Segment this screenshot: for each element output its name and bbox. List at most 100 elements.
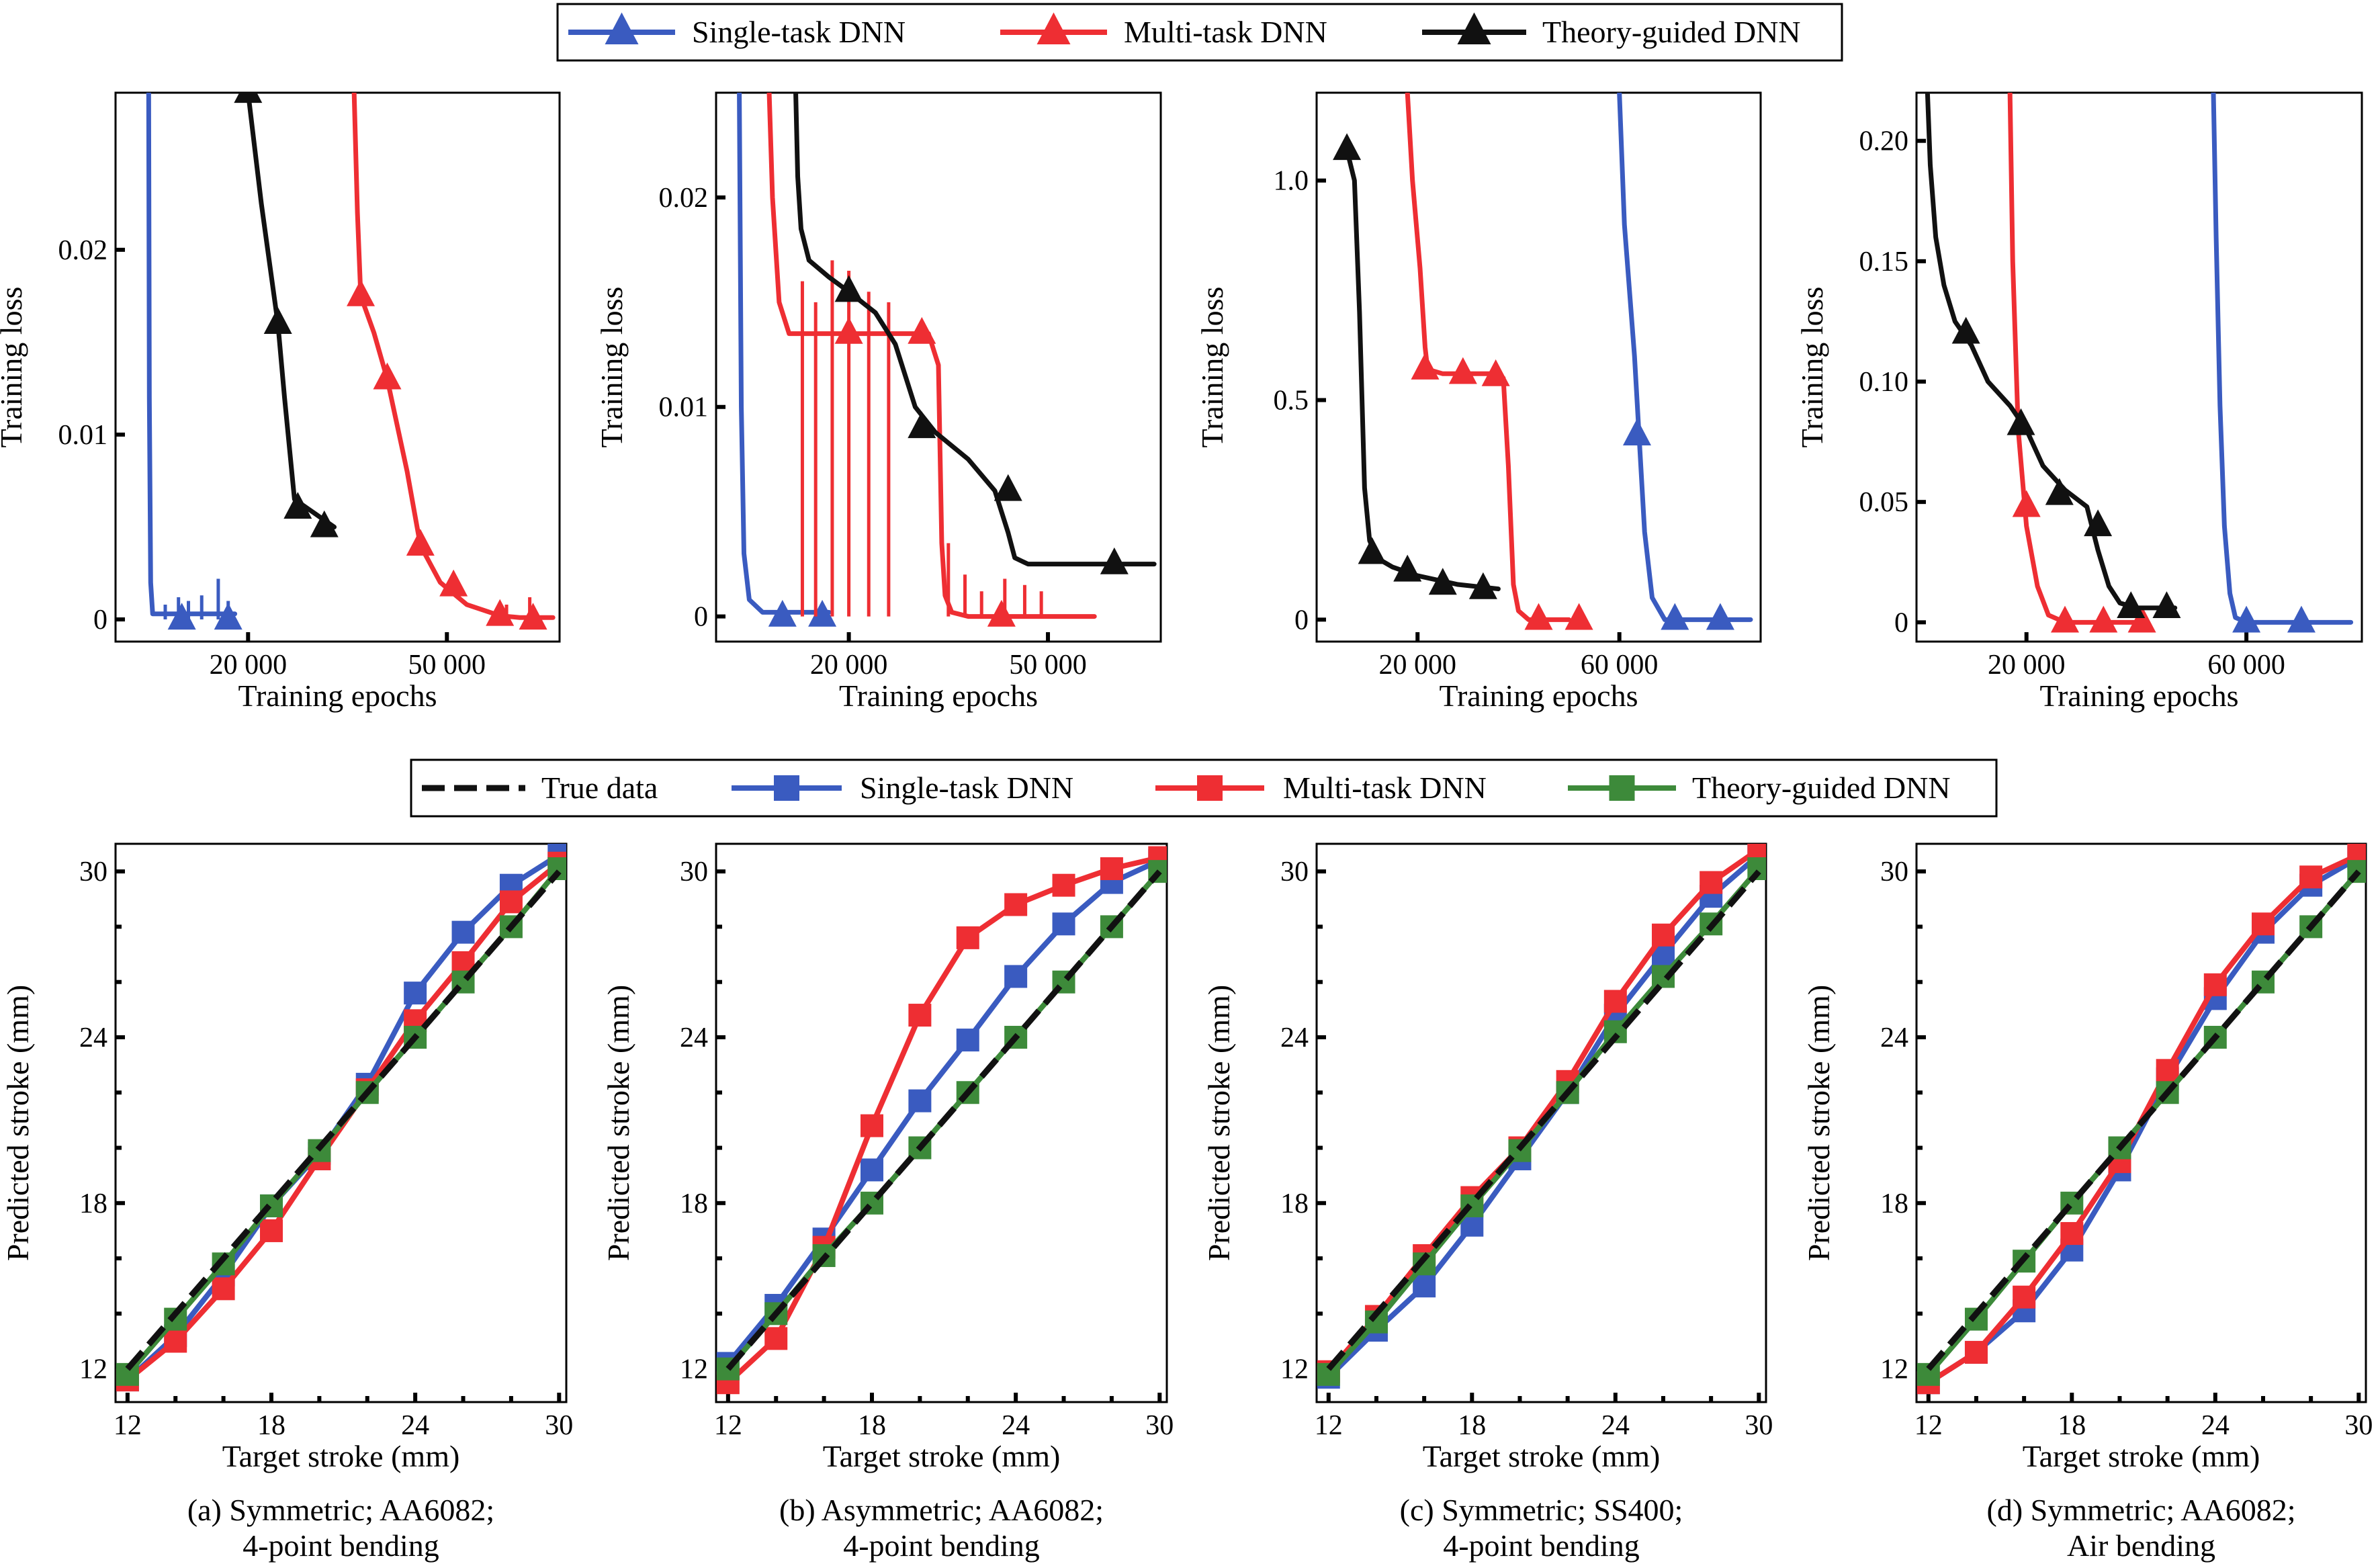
y-tick-label: 0.5: [1274, 386, 1309, 417]
series-group: [716, 846, 1167, 1395]
y-axis-label: Training loss: [0, 287, 28, 448]
data-point: [1964, 1340, 1988, 1364]
data-point: [908, 1089, 932, 1113]
captions: (a) Symmetric; AA6082;4-point bending(b)…: [187, 1493, 2296, 1563]
x-tick-label: 18: [1458, 1410, 1486, 1441]
series-group: [1317, 844, 1766, 1389]
x-tick-label: 20 000: [810, 650, 888, 681]
series-line: [2211, 93, 2354, 625]
y-axis-label: Training loss: [1195, 287, 1229, 448]
data-point: [404, 982, 427, 1005]
series-theory-guided-dnn: [1333, 133, 1501, 599]
series-line: [1326, 869, 1761, 1371]
plot-frame: [1315, 91, 1762, 643]
panel-a-bottom: 12 18 24 30 12 18 24 30 Target stroke (mm) Predic…: [1, 842, 573, 1473]
legend-label: Multi-task DNN: [1124, 15, 1327, 49]
y-tick-label: 12: [1280, 1354, 1309, 1385]
y-tick-label: 24: [79, 1023, 107, 1053]
data-point: [2152, 591, 2181, 618]
series-group: [1916, 844, 2366, 1395]
legend-marker: [1457, 12, 1491, 45]
y-tick-label: 0.01: [659, 392, 709, 423]
y-tick-label: 1.0: [1274, 166, 1309, 197]
data-point: [2045, 478, 2074, 505]
series-line: [737, 93, 832, 615]
series-line: [1925, 93, 2178, 611]
data-point: [1004, 965, 1028, 988]
data-point: [1468, 572, 1497, 599]
x-axis-label: Training epochs: [238, 679, 437, 713]
caption-a-line-2: 4-point bending: [243, 1528, 439, 1563]
legend-marker: [605, 12, 639, 45]
data-point: [2287, 605, 2316, 633]
plot-frame: [1915, 842, 2367, 1403]
data-point: [1004, 893, 1028, 916]
y-tick-label: 30: [79, 857, 107, 887]
data-point: [1052, 912, 1075, 936]
x-tick-label: 20 000: [210, 650, 288, 681]
x-tick-label: 12: [1914, 1410, 1943, 1441]
data-point: [2299, 865, 2323, 889]
data-point: [499, 890, 523, 914]
x-tick-label: 30: [1745, 1410, 1773, 1441]
series-line: [125, 869, 562, 1371]
legend-marker: [774, 775, 799, 801]
ticks: 20 000 60 000 0 0.05 0.10 0.15 0.20: [1859, 126, 2285, 681]
data-point: [1100, 857, 1123, 881]
data-point: [214, 603, 243, 630]
y-axis-label: Predicted stroke (mm): [1202, 985, 1236, 1261]
x-axis-label: Target stroke (mm): [222, 1439, 460, 1473]
data-point: [1393, 554, 1422, 582]
y-tick-label: 0.15: [1859, 247, 1909, 277]
y-tick-label: 0.02: [659, 183, 709, 214]
plot-frame: [715, 842, 1168, 1403]
y-tick-label: 12: [79, 1354, 107, 1385]
panel-c-bottom: 12 18 24 30 12 18 24 30 Target stroke (mm) Predic…: [1202, 842, 1773, 1473]
caption-d-line-1: (d) Symmetric; AA6082;: [1987, 1493, 2296, 1527]
data-point: [234, 93, 263, 103]
y-tick-label: 24: [680, 1023, 708, 1053]
series-true-data: [1326, 869, 1761, 1371]
y-tick-label: 0.20: [1859, 126, 1909, 157]
legend-label: Multi-task DNN: [1283, 771, 1487, 805]
data-point: [212, 1277, 235, 1301]
data-point: [2117, 591, 2146, 618]
series-theory-guided-dnn: [793, 93, 1157, 574]
data-point: [347, 279, 376, 306]
plot-frame: [114, 91, 561, 643]
data-point: [2089, 605, 2118, 633]
y-tick-label: 18: [1880, 1188, 1908, 1219]
data-point: [406, 529, 435, 556]
series-true-data: [1926, 869, 2361, 1371]
x-tick-label: 20 000: [1988, 650, 2066, 681]
legend-entry-theory-guided-dnn: Theory-guided DNN: [1568, 771, 1951, 805]
data-point: [519, 603, 547, 630]
data-point: [1428, 568, 1457, 595]
y-tick-label: 0: [1294, 605, 1309, 636]
y-axis-label: Training loss: [1795, 287, 1829, 448]
series-group: [737, 93, 1157, 627]
y-tick-label: 0.02: [58, 235, 108, 266]
series-single-task-dnn: [1617, 93, 1753, 630]
legend-marker: [1037, 12, 1071, 45]
panel-d-bottom: 12 18 24 30 12 18 24 30 Target stroke (mm) Predic…: [1802, 842, 2373, 1473]
legend-label: Theory-guided DNN: [1542, 15, 1801, 49]
data-point: [451, 920, 475, 944]
plot-frame: [1315, 842, 1767, 1403]
y-axis-label: Predicted stroke (mm): [1802, 985, 1836, 1261]
ticks: 20 000 50 000 0 0.01 0.02: [58, 235, 486, 681]
data-point: [1603, 990, 1627, 1013]
legend-marker: [1609, 775, 1635, 801]
panel-d-top: 20 000 60 000 0 0.05 0.10 0.15 0.20 Training ep…: [1795, 91, 2363, 713]
series-single-task-dnn: [737, 93, 837, 627]
series-theory-guided-dnn: [1925, 93, 2181, 618]
data-point: [486, 599, 515, 626]
y-tick-label: 30: [1880, 857, 1908, 887]
series-line: [245, 93, 337, 529]
panel-b-top: 20 000 50 000 0 0.01 0.02 Training epochs Trai…: [594, 91, 1162, 713]
series-true-data: [125, 869, 562, 1371]
caption-b-line-1: (b) Asymmetric; AA6082;: [779, 1493, 1104, 1527]
panel-b-bottom: 12 18 24 30 12 18 24 30 Target stroke (mm) Predic…: [601, 842, 1174, 1473]
data-point: [994, 474, 1022, 501]
